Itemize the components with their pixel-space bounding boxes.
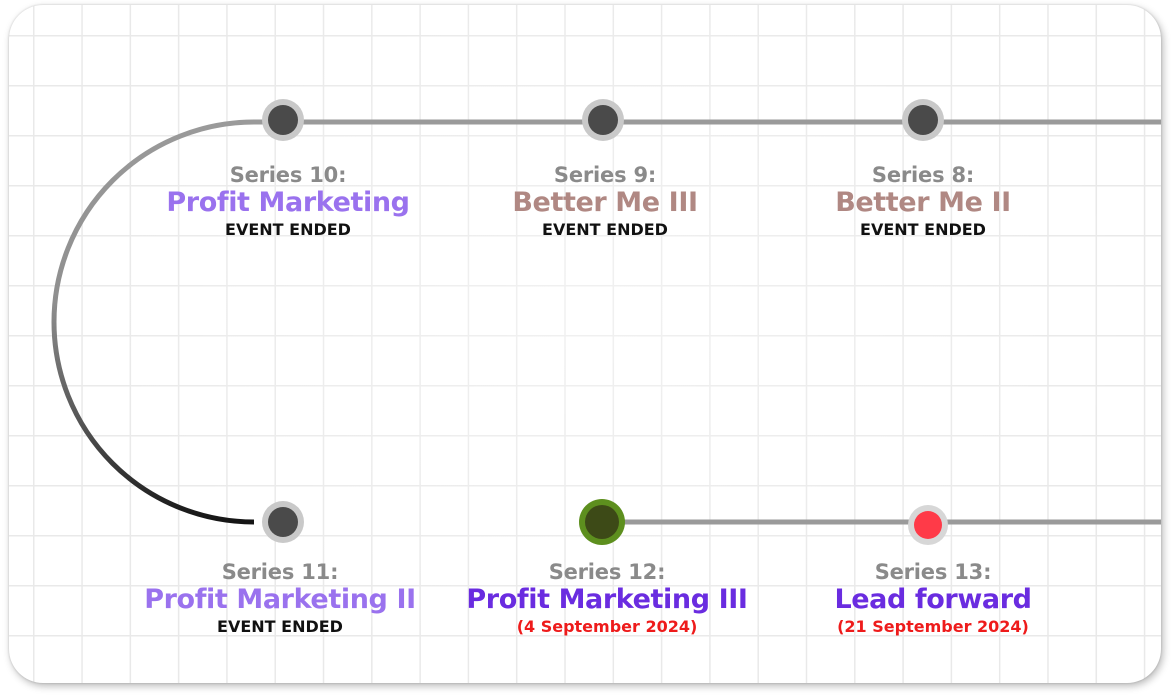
series-label: Series 13:: [874, 560, 992, 584]
series-label: Series 12:: [548, 560, 666, 584]
event-date: (4 September 2024): [516, 617, 698, 636]
series-label: Series 8:: [871, 163, 975, 187]
event-title: Profit Marketing II: [144, 584, 416, 615]
event-status: EVENT ENDED: [217, 617, 343, 636]
event-date: (21 September 2024): [837, 617, 1029, 636]
event-title: Better Me III: [512, 187, 698, 218]
node-series-11[interactable]: [262, 501, 304, 543]
node-series-8[interactable]: [902, 99, 944, 141]
event-title: Better Me II: [835, 187, 1011, 218]
event-series-10[interactable]: Series 10: Profit Marketing EVENT ENDED: [108, 163, 468, 241]
event-series-13[interactable]: Series 13: Lead forward (21 September 20…: [753, 560, 1113, 638]
event-title: Profit Marketing: [166, 187, 410, 218]
event-status: EVENT ENDED: [225, 220, 351, 239]
left-track-curve: [51, 119, 255, 525]
node-series-13-upcoming[interactable]: [908, 505, 948, 545]
series-label: Series 10:: [229, 163, 347, 187]
event-title: Lead forward: [834, 584, 1032, 615]
event-series-8[interactable]: Series 8: Better Me II EVENT ENDED: [743, 163, 1103, 241]
timeline-card: Series 10: Profit Marketing EVENT ENDED …: [9, 5, 1161, 683]
node-series-9[interactable]: [582, 99, 624, 141]
event-series-11[interactable]: Series 11: Profit Marketing II EVENT END…: [100, 560, 460, 638]
event-series-12[interactable]: Series 12: Profit Marketing III (4 Septe…: [427, 560, 787, 638]
series-label: Series 11:: [221, 560, 339, 584]
timeline-track: [51, 99, 1161, 545]
event-series-9[interactable]: Series 9: Better Me III EVENT ENDED: [425, 163, 785, 241]
node-series-10[interactable]: [262, 99, 304, 141]
event-title: Profit Marketing III: [466, 584, 748, 615]
event-status: EVENT ENDED: [542, 220, 668, 239]
node-series-12-current[interactable]: [579, 499, 625, 545]
event-status: EVENT ENDED: [860, 220, 986, 239]
series-label: Series 9:: [553, 163, 657, 187]
